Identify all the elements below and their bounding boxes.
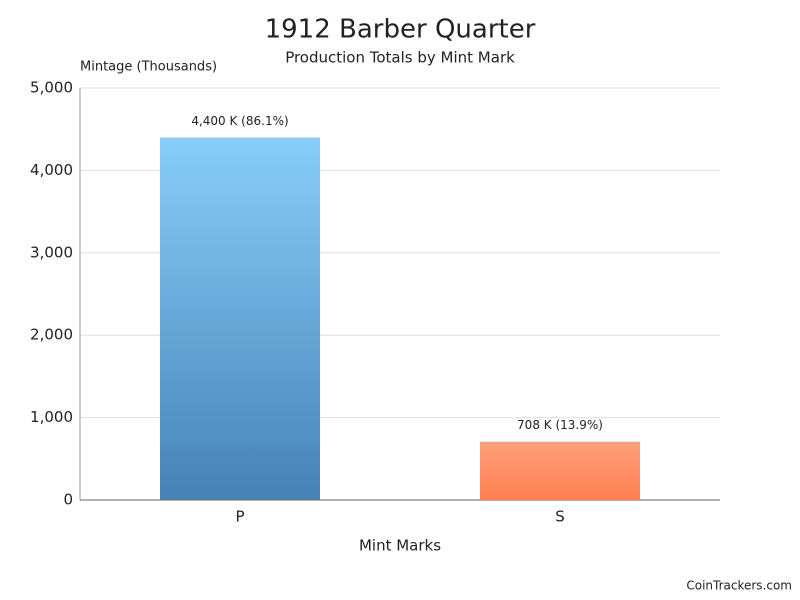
chart-title: 1912 Barber Quarter bbox=[265, 15, 536, 45]
y-tick-label: 0 bbox=[63, 491, 73, 509]
chart-subtitle: Production Totals by Mint Mark bbox=[285, 49, 515, 67]
bar bbox=[480, 442, 640, 500]
bar bbox=[160, 137, 320, 500]
y-tick-label: 1,000 bbox=[30, 408, 73, 426]
y-tick-label: 2,000 bbox=[30, 326, 73, 344]
y-tick-label: 4,000 bbox=[30, 161, 73, 179]
x-axis-label: Mint Marks bbox=[359, 537, 441, 555]
x-tick-label: S bbox=[555, 508, 565, 526]
source-label: CoinTrackers.com bbox=[686, 579, 792, 593]
y-tick-label: 5,000 bbox=[30, 79, 73, 97]
y-axis-label: Mintage (Thousands) bbox=[80, 60, 217, 75]
x-tick-label: P bbox=[235, 508, 244, 526]
y-tick-label: 3,000 bbox=[30, 243, 73, 261]
value-label: 4,400 K (86.1%) bbox=[191, 114, 288, 128]
value-label: 708 K (13.9%) bbox=[517, 418, 603, 432]
